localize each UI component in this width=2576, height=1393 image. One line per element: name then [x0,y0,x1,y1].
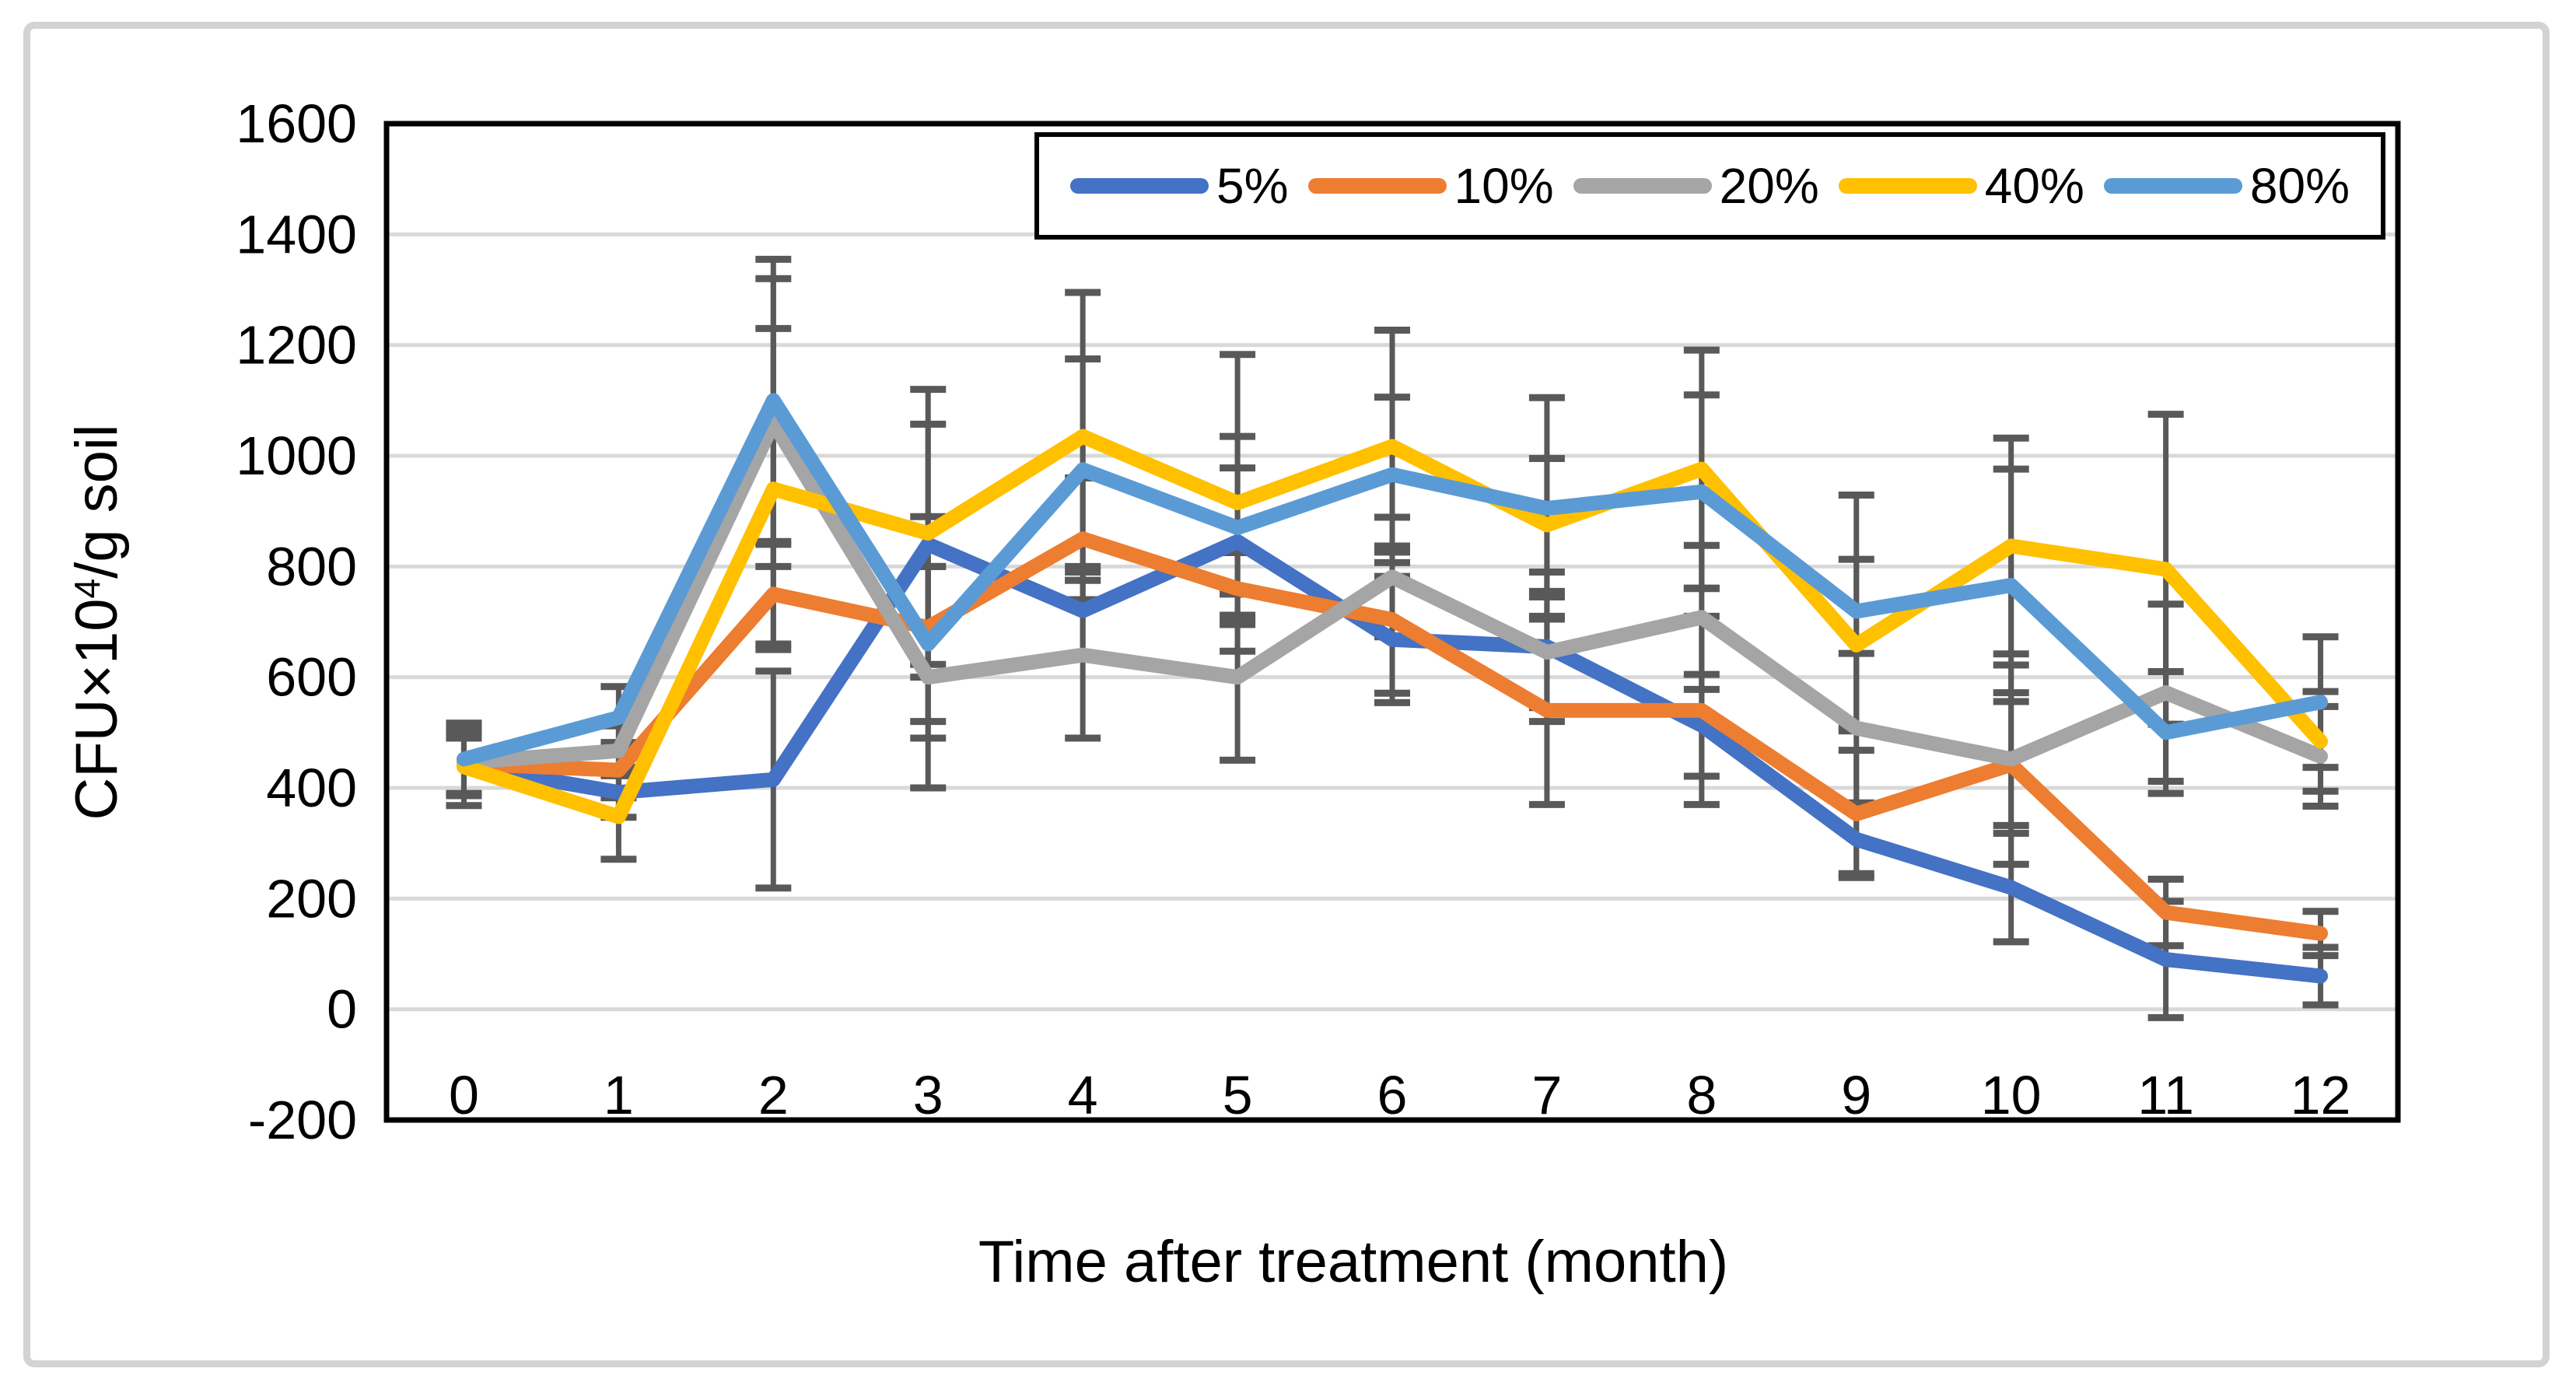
x-tick-label: 6 [1377,1065,1408,1125]
x-tick-label: 9 [1841,1065,1871,1125]
legend-item-40%: 40% [1838,157,2084,215]
legend-label: 10% [1454,158,1554,214]
y-tick-label: 0 [327,979,357,1040]
x-axis-title: Time after treatment (month) [978,1229,1728,1295]
legend-swatch-20% [1573,178,1712,194]
x-tick-label: 5 [1223,1065,1253,1125]
x-axis-tick-labels: 0 1 2 3 4 5 6 7 8 9 10 11 12 [449,1065,2350,1125]
x-tick-label: 11 [2137,1065,2194,1125]
y-axis-title: CFU×104/g soil [64,424,130,820]
x-tick-label: 1 [604,1065,634,1125]
y-tick-label: 1600 [236,93,357,154]
series-lines [456,393,2329,984]
series-line-20% [456,415,2329,770]
x-tick-label: 2 [758,1065,789,1125]
x-tick-label: 0 [449,1065,479,1125]
y-axis-tick-labels: 1600 1400 1200 1000 800 600 400 200 0 -200 [236,93,357,1150]
legend-label: 80% [2249,158,2350,214]
x-tick-label: 3 [913,1065,943,1125]
y-tick-label: 200 [266,868,357,929]
x-tick-label: 4 [1068,1065,1098,1125]
x-tick-label: 8 [1686,1065,1717,1125]
x-tick-label: 10 [1981,1065,2042,1125]
legend-swatch-10% [1307,178,1447,194]
plot-area-frame [383,121,2401,1123]
x-tick-label: 12 [2291,1065,2351,1125]
y-tick-label: 1000 [236,425,357,486]
y-tick-label: 1200 [236,315,357,376]
legend-item-5%: 5% [1070,157,1289,215]
legend-swatch-5% [1070,178,1209,194]
legend-label: 5% [1216,158,1289,214]
legend-swatch-80% [2103,178,2242,194]
legend-item-10%: 10% [1307,157,1554,215]
x-tick-label: 7 [1531,1065,1562,1125]
y-tick-label: 800 [266,536,357,597]
series-line-40% [456,429,2329,824]
y-tick-label: 600 [266,647,357,708]
y-tick-label: 400 [266,758,357,818]
y-tick-label: -200 [248,1090,357,1150]
legend: 5% 10% 20% 40% 80% [1034,132,2385,240]
legend-label: 40% [1984,158,2084,214]
legend-item-20%: 20% [1573,157,1819,215]
legend-item-80%: 80% [2103,157,2350,215]
legend-swatch-40% [1838,178,1977,194]
series-line-80% [456,393,2329,767]
y-tick-label: 1400 [236,204,357,264]
legend-label: 20% [1719,158,1819,214]
series-line-5% [456,534,2329,984]
